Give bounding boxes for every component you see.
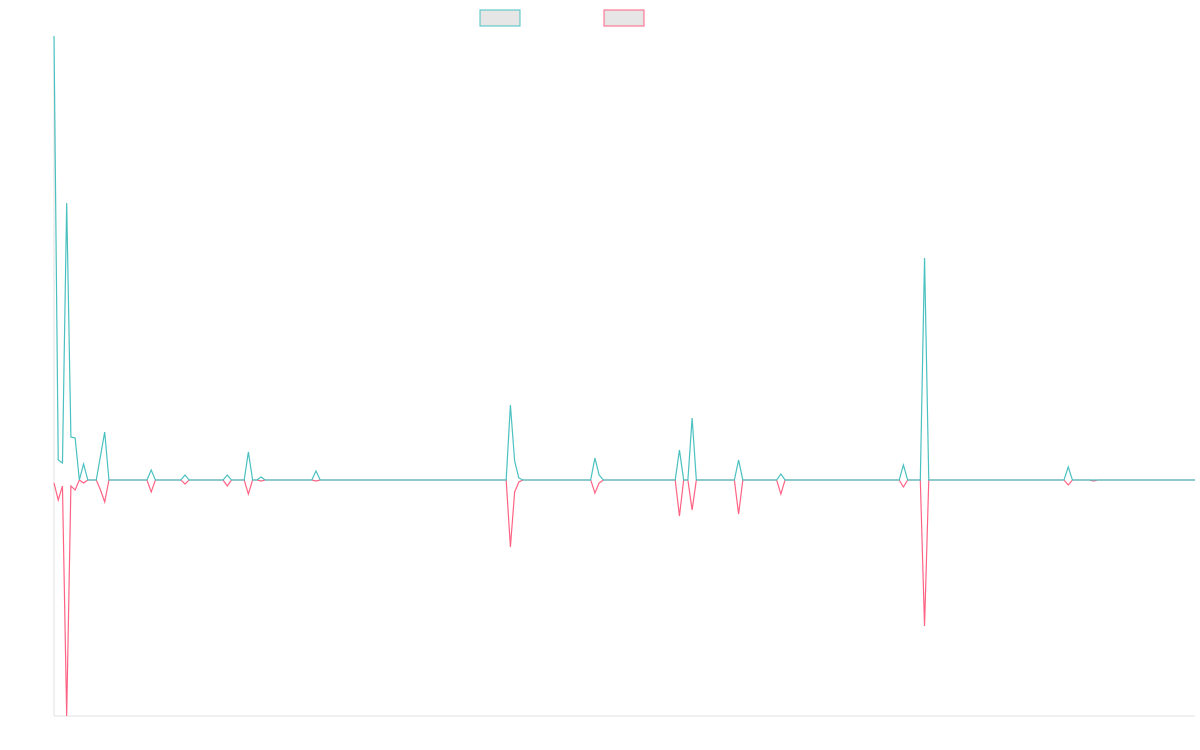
series-line [53, 479, 1195, 717]
legend-swatch [479, 9, 521, 27]
series-line [53, 35, 1195, 481]
legend-swatch [603, 9, 645, 27]
